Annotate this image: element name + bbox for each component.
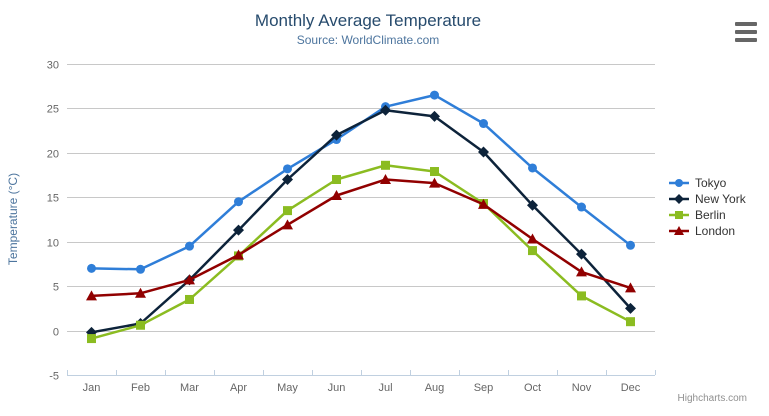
data-point-berlin[interactable] [577, 291, 586, 301]
data-point-tokyo[interactable] [577, 202, 586, 212]
y-axis-title: Temperature (°C) [6, 173, 20, 265]
x-axis-tick-label: Feb [131, 382, 150, 394]
data-point-london[interactable] [429, 177, 440, 188]
y-axis-tick-label: 5 [53, 282, 59, 294]
x-axis-tick-label: Jun [328, 382, 346, 394]
legend-label: Tokyo [695, 176, 727, 190]
data-point-new-york[interactable] [331, 129, 342, 141]
data-point-new-york[interactable] [282, 174, 293, 186]
data-point-london[interactable] [380, 174, 391, 185]
x-axis-tick-label: Oct [524, 382, 541, 394]
x-axis-tick-label: Dec [621, 382, 641, 394]
data-point-new-york[interactable] [527, 199, 538, 211]
data-point-tokyo[interactable] [87, 263, 96, 273]
data-point-tokyo[interactable] [430, 90, 439, 100]
data-point-london[interactable] [625, 282, 636, 293]
credits-link[interactable]: Highcharts.com [677, 393, 747, 404]
data-point-london[interactable] [282, 219, 293, 230]
data-point-new-york[interactable] [576, 248, 587, 260]
x-axis-tick-label: Mar [180, 382, 199, 394]
x-axis-tick-label: Jul [378, 382, 392, 394]
square-marker-icon [669, 211, 689, 219]
y-axis-tick-label: 15 [47, 193, 59, 205]
data-point-tokyo[interactable] [234, 197, 243, 207]
data-point-berlin[interactable] [87, 334, 96, 344]
x-axis-tick-label: Jan [83, 382, 101, 394]
data-point-berlin[interactable] [430, 167, 439, 177]
y-axis-tick-label: 25 [47, 104, 59, 116]
data-point-london[interactable] [86, 290, 97, 301]
data-point-london[interactable] [233, 249, 244, 260]
legend-label: London [695, 224, 736, 238]
legend-item-new-york[interactable]: New York [668, 191, 768, 207]
data-point-london[interactable] [478, 198, 489, 209]
data-point-berlin[interactable] [283, 206, 292, 216]
chart-subtitle: Source: WorldClimate.com [296, 33, 440, 47]
data-point-new-york[interactable] [233, 224, 244, 236]
data-point-berlin[interactable] [381, 160, 390, 170]
legend: Tokyo New York Berlin London [668, 175, 768, 239]
hamburger-icon [735, 22, 759, 42]
data-point-tokyo[interactable] [479, 119, 488, 129]
triangle-marker-icon [669, 226, 689, 235]
data-point-tokyo[interactable] [283, 164, 292, 174]
context-menu-button[interactable] [734, 21, 760, 45]
y-axis-tick-label: 20 [47, 149, 59, 161]
x-axis-tick-label: Sep [474, 382, 494, 394]
data-point-tokyo[interactable] [185, 241, 194, 251]
y-axis-tick-label: 0 [53, 327, 59, 339]
diamond-marker-icon [669, 194, 689, 204]
legend-item-london[interactable]: London [668, 223, 768, 239]
data-point-new-york[interactable] [478, 146, 489, 158]
x-axis-tick-label: May [277, 382, 298, 394]
series-tokyo [87, 90, 635, 274]
series-new-york [86, 104, 636, 338]
legend-item-tokyo[interactable]: Tokyo [668, 175, 768, 191]
data-point-new-york[interactable] [429, 110, 440, 122]
data-point-tokyo[interactable] [528, 163, 537, 173]
data-point-london[interactable] [527, 233, 538, 244]
circle-marker-icon [669, 179, 689, 187]
data-point-berlin[interactable] [185, 294, 194, 304]
x-axis: Jan Feb Mar Apr May Jun Jul Aug Sep Oct Nov Dec [67, 370, 656, 394]
y-axis-tick-label: 30 [47, 60, 59, 72]
data-point-new-york[interactable] [380, 104, 391, 116]
data-point-berlin[interactable] [332, 175, 341, 185]
legend-label: New York [695, 192, 746, 206]
data-point-london[interactable] [331, 190, 342, 201]
x-axis-tick-label: Apr [230, 382, 247, 394]
y-gridlines: -5 0 5 10 15 20 25 30 [47, 60, 655, 383]
data-point-berlin[interactable] [528, 246, 537, 256]
data-point-berlin[interactable] [626, 317, 635, 327]
data-point-berlin[interactable] [136, 320, 145, 330]
y-axis-tick-label: -5 [49, 371, 59, 383]
data-point-london[interactable] [135, 287, 146, 298]
legend-label: Berlin [695, 208, 726, 222]
data-point-new-york[interactable] [625, 302, 636, 314]
chart-title: Monthly Average Temperature [254, 11, 482, 30]
x-axis-tick-label: Nov [572, 382, 592, 394]
y-axis-tick-label: 10 [47, 238, 59, 250]
data-point-tokyo[interactable] [136, 264, 145, 274]
data-point-tokyo[interactable] [626, 240, 635, 250]
series-london [86, 174, 636, 301]
data-point-london[interactable] [184, 274, 195, 285]
x-axis-tick-label: Aug [425, 382, 445, 394]
data-point-london[interactable] [576, 266, 587, 277]
legend-item-berlin[interactable]: Berlin [668, 207, 768, 223]
